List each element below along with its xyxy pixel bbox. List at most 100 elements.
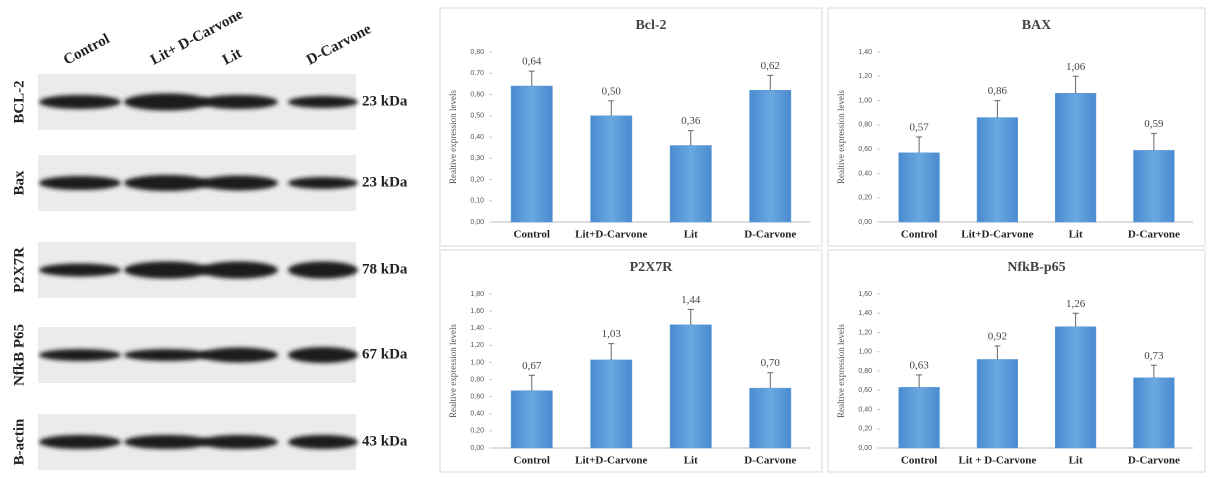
y-tick-label: 0,40 [470,134,484,141]
y-tick-label: 0,20 [858,426,872,433]
value-label: 1,06 [1066,61,1086,73]
y-tick-label: 1,60 [858,291,872,298]
blot-band [288,435,358,449]
chart: NfkB-p65Realtive expression levels0,000,… [828,250,1205,472]
y-tick-label: 0,60 [470,394,484,401]
lane-label: Lit [220,45,244,68]
y-tick-label: 1,20 [858,329,872,336]
bar [750,90,791,222]
x-tick-label: Lit+D-Carvone [575,229,647,241]
blot-band [200,176,278,191]
y-tick-label: 0,20 [470,176,484,183]
y-tick-label: 0,30 [470,155,484,162]
blot-band [39,349,121,361]
x-tick-label: Control [901,455,937,467]
blot-band [200,262,278,279]
lane-label: D-Carvone [304,21,374,69]
y-tick-label: 0,20 [470,428,484,435]
bar [1134,150,1175,222]
value-label: 0,62 [761,60,780,72]
y-tick-label: 0,80 [858,122,872,129]
x-tick-label: Lit [1069,229,1083,241]
value-label: 0,63 [910,359,930,371]
bar [750,388,791,448]
bar [591,116,632,222]
y-tick-label: 1,00 [470,359,484,366]
x-tick-label: D-Carvone [744,455,796,467]
bar [1134,378,1175,448]
blot-band [124,262,210,279]
blot-band [124,349,210,361]
value-label: 0,50 [602,85,622,97]
y-tick-label: 1,20 [470,342,484,349]
y-tick-label: 1,60 [470,308,484,315]
bar [670,146,711,223]
lane-label: Control [61,31,112,68]
value-label: 0,64 [522,56,542,68]
value-label: 1,26 [1066,298,1086,310]
blot-band [39,95,121,109]
y-axis-label: Realtive expression levels [448,324,458,418]
y-tick-label: 0,40 [858,170,872,177]
blot-band [39,435,121,449]
y-axis-label: Realtive expression levels [836,324,846,418]
x-tick-label: Lit + D-Carvone [958,455,1036,467]
x-tick-label: Lit [1069,455,1083,467]
y-tick-label: 1,80 [470,291,484,298]
y-tick-label: 0,60 [470,91,484,98]
blot-band [200,348,278,363]
bar [591,360,632,448]
band-size: 67 kDa [362,346,408,362]
y-tick-label: 1,40 [858,49,872,56]
x-tick-label: Control [514,229,550,241]
blot-band [39,176,121,190]
bar [511,391,552,448]
y-tick-label: 1,20 [858,73,872,80]
blot-band [200,435,278,449]
y-tick-label: 1,40 [470,325,484,332]
bar [1055,327,1096,448]
chart-title: BAX [1022,18,1052,33]
chart-title: Bcl-2 [635,18,666,33]
bar [899,153,940,222]
band-size: 23 kDa [362,174,408,190]
bar [977,359,1018,448]
value-label: 0,36 [681,115,701,127]
row-label: NfkB P65 [11,324,27,386]
y-tick-label: 0,80 [470,376,484,383]
bar [977,118,1018,222]
y-tick-label: 0,60 [858,146,872,153]
bar [670,325,711,448]
y-tick-label: 0,80 [858,368,872,375]
x-tick-label: D-Carvone [1128,229,1180,241]
figure: ControlLit+ D-CarvoneLitD-CarvoneBCL-223… [0,0,1209,477]
blot-band [124,175,210,191]
blot-band [288,347,358,363]
chart-title: P2X7R [630,260,674,275]
bar [1055,93,1096,222]
x-tick-label: Lit+D-Carvone [575,455,647,467]
value-label: 0,57 [910,122,930,134]
y-tick-label: 1,00 [858,349,872,356]
western-blot: ControlLit+ D-CarvoneLitD-CarvoneBCL-223… [11,6,407,470]
y-axis-label: Realtive expression levels [448,90,458,184]
blot-band [288,96,358,108]
y-axis-label: Realtive expression levels [836,90,846,184]
row-label: P2X7R [11,247,27,293]
y-tick-label: 0,50 [470,113,484,120]
value-label: 1,44 [681,294,701,306]
row-label: BCL-2 [11,80,27,123]
value-label: 0,86 [988,85,1008,97]
blot-band [124,94,210,111]
value-label: 0,92 [988,331,1007,343]
value-label: 0,70 [761,357,781,369]
band-size: 23 kDa [362,93,408,109]
blot-band [39,264,121,277]
x-tick-label: Control [514,455,550,467]
bar [899,387,940,448]
x-tick-label: D-Carvone [744,229,796,241]
y-tick-label: 0,70 [470,70,484,77]
row-label: Bax [11,170,27,196]
